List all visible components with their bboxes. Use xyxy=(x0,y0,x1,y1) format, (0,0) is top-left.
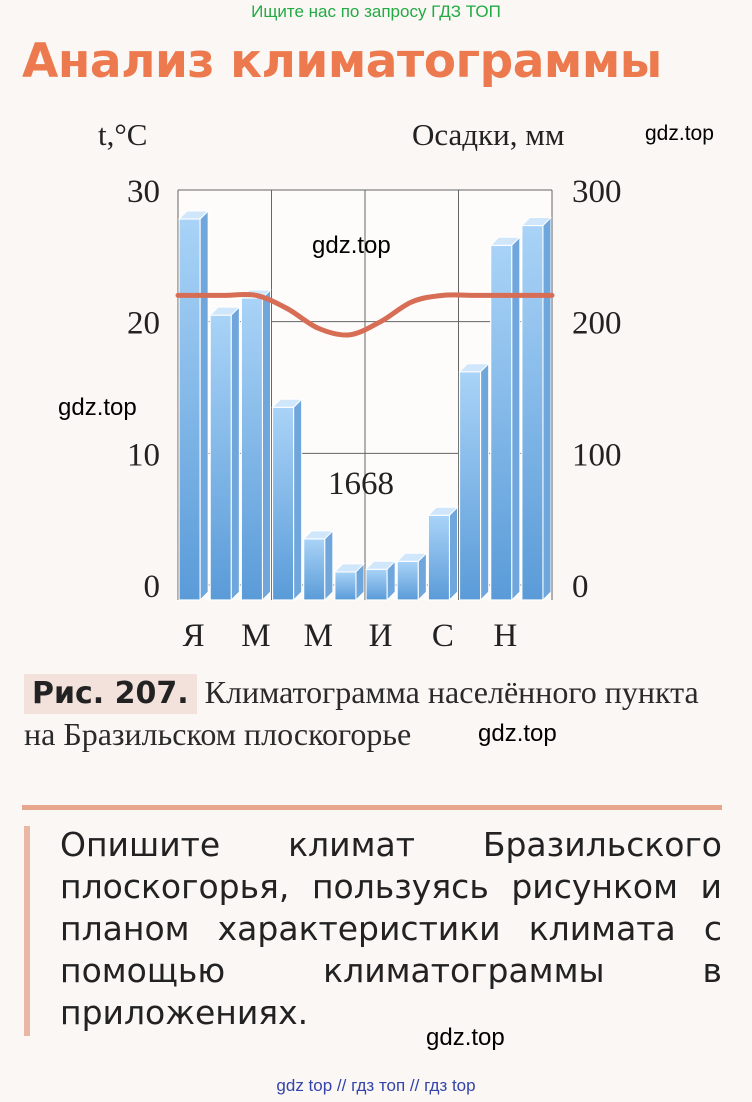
bar-front xyxy=(365,568,388,601)
month-label: И xyxy=(369,618,393,654)
bar-front xyxy=(458,371,482,601)
task-text: Опишите климат Бразильского плоскогорья,… xyxy=(60,825,722,1032)
bar-side xyxy=(480,362,490,602)
bar-front xyxy=(396,560,419,601)
bar-front xyxy=(303,538,326,601)
precipitation-bar xyxy=(489,236,522,602)
bar-side xyxy=(511,236,521,602)
left-tick-label: 0 xyxy=(144,569,161,605)
right-tick-label: 300 xyxy=(572,174,622,210)
watermark: gdz.top xyxy=(478,720,557,747)
precipitation-bar xyxy=(364,559,397,602)
bar-side xyxy=(542,216,552,602)
bar-front xyxy=(334,571,357,601)
left-tick-label: 10 xyxy=(127,437,160,473)
chart-grid xyxy=(177,189,553,600)
bar-front xyxy=(209,314,232,601)
precipitation-bar xyxy=(458,362,490,602)
precipitation-bars xyxy=(177,209,553,602)
temperature-line xyxy=(175,291,555,338)
bar-side xyxy=(324,529,334,602)
month-label: Я xyxy=(183,618,205,654)
bar-front xyxy=(271,406,295,601)
left-axis-label: t,°C xyxy=(98,117,147,152)
precipitation-bar xyxy=(177,209,210,602)
right-tick-label: 100 xyxy=(572,437,622,473)
figure-caption: Рис. 207. Климатограмма населённого пункт… xyxy=(24,672,724,754)
precipitation-bar xyxy=(208,305,241,602)
watermark: gdz.top xyxy=(426,1024,505,1051)
right-axis-label: Осадки, мм xyxy=(412,117,564,152)
watermark: gdz.top xyxy=(312,232,391,259)
bar-side xyxy=(355,562,365,602)
precipitation-bar xyxy=(240,288,272,602)
bar-side xyxy=(199,209,209,602)
bar-side xyxy=(230,305,240,602)
left-tick-label: 30 xyxy=(127,174,160,210)
bar-side xyxy=(293,398,303,602)
precipitation-bar xyxy=(520,216,553,602)
bar-side xyxy=(417,552,427,602)
figure-number: Рис. 207. xyxy=(24,674,197,714)
task-accent-bar xyxy=(24,826,30,1036)
bar-front xyxy=(178,218,201,601)
watermark: gdz.top xyxy=(645,122,714,145)
bar-front xyxy=(521,224,544,601)
precipitation-bar xyxy=(395,552,428,602)
watermark: gdz.top xyxy=(58,394,137,421)
month-label: Н xyxy=(493,618,517,654)
precipitation-bar xyxy=(271,398,303,602)
bar-front xyxy=(240,297,264,601)
temperature-curve xyxy=(175,291,555,338)
bar-front xyxy=(490,244,513,601)
precipitation-bar xyxy=(333,562,366,602)
right-tick-label: 200 xyxy=(572,306,622,342)
search-hint-link[interactable]: Ищите нас по запросу ГДЗ ТОП xyxy=(251,2,501,21)
bar-side xyxy=(262,288,271,602)
left-tick-label: 20 xyxy=(127,306,160,342)
figure-caption-text: Климатограмма населённого пункта на Браз… xyxy=(24,674,699,752)
right-tick-label: 0 xyxy=(572,569,589,605)
bar-side xyxy=(386,559,396,602)
footer-links[interactable]: gdz top // гдз топ // гдз top xyxy=(276,1076,476,1095)
page-title: Анализ климатограммы xyxy=(22,34,662,89)
bar-side xyxy=(449,506,458,602)
divider xyxy=(22,805,722,810)
annual-total-label: 1668 xyxy=(328,466,394,502)
month-label: С xyxy=(432,618,454,654)
precipitation-bar xyxy=(427,506,459,602)
month-label: М xyxy=(241,618,270,654)
precipitation-bar xyxy=(302,529,335,602)
month-label: М xyxy=(304,618,333,654)
bar-front xyxy=(427,514,451,601)
